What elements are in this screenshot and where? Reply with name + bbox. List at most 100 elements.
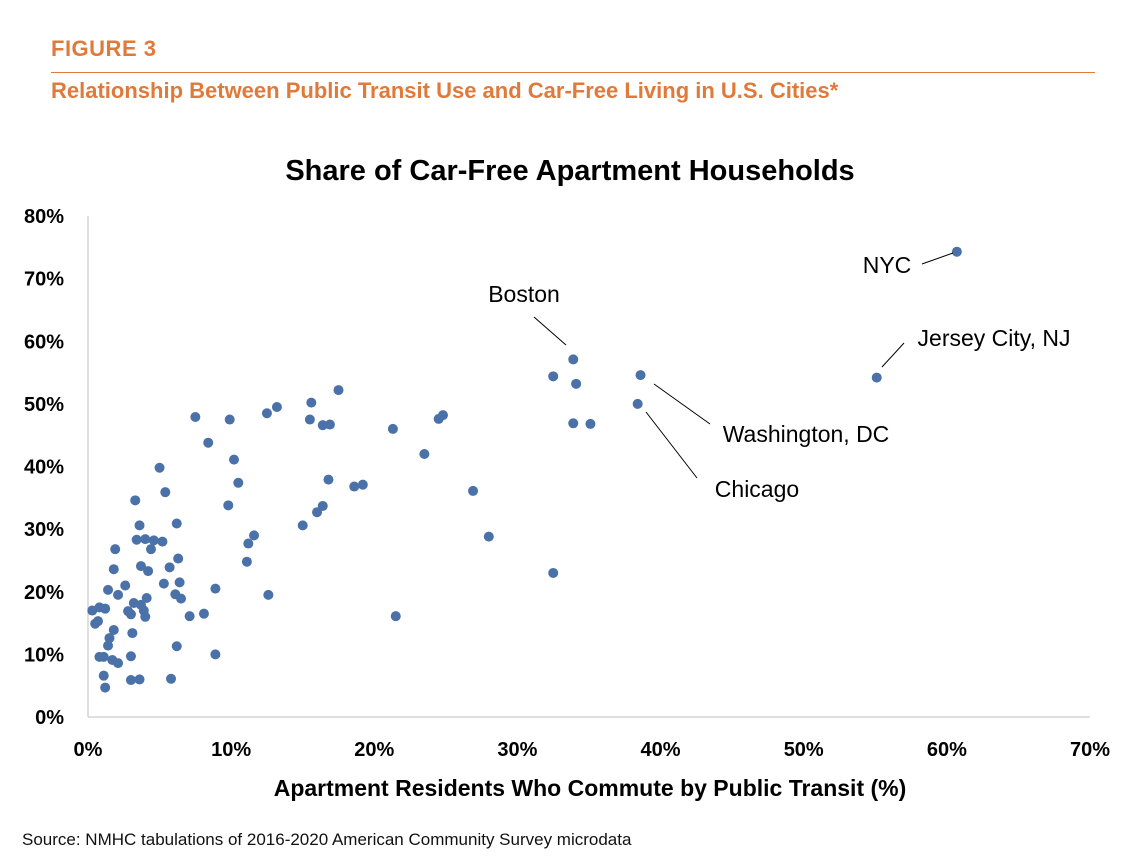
data-point [233, 477, 244, 488]
data-point [157, 536, 168, 547]
y-tick-label: 20% [24, 582, 64, 604]
data-point [306, 397, 317, 408]
data-point [166, 673, 177, 684]
annotation-label: Chicago [715, 476, 799, 502]
data-point [323, 474, 334, 485]
data-point [113, 658, 124, 669]
data-point [433, 413, 444, 424]
data-point [141, 593, 152, 604]
annotation-leader-line [533, 316, 567, 346]
data-point [871, 372, 882, 383]
data-point [125, 651, 136, 662]
x-axis-label: Apartment Residents Who Commute by Publi… [274, 775, 907, 801]
y-axis-ticks: 0% 10% 20% 30% 40% 50% 60% 70% 80% [24, 206, 64, 729]
city-annotations: NYC Boston Jersey City, NJ Washington, DC Ch… [488, 252, 1070, 502]
data-point [249, 530, 260, 541]
data-point [333, 385, 344, 396]
data-point [174, 577, 185, 588]
data-point [568, 354, 579, 365]
source-note: Source: NMHC tabulations of 2016-2020 Am… [22, 830, 632, 849]
data-point [390, 611, 401, 622]
data-point [229, 454, 240, 465]
data-point [548, 567, 559, 578]
annotation-label: Washington, DC [723, 421, 890, 447]
data-point [241, 556, 252, 567]
data-points [87, 246, 962, 693]
data-point [134, 520, 145, 531]
data-point [113, 589, 124, 600]
annotation-label: NYC [863, 252, 912, 278]
data-point [164, 562, 175, 573]
data-point [120, 580, 131, 591]
data-point [110, 544, 121, 555]
data-point [387, 423, 398, 434]
data-point [419, 448, 430, 459]
data-point [223, 500, 234, 511]
data-point [190, 412, 201, 423]
data-point [198, 608, 209, 619]
data-point [184, 611, 195, 622]
data-point [98, 651, 109, 662]
data-point [304, 414, 315, 425]
x-tick-label: 10% [211, 739, 251, 761]
data-point [143, 566, 154, 577]
data-point [483, 531, 494, 542]
data-point [297, 520, 308, 531]
data-point [585, 418, 596, 429]
data-point [125, 675, 136, 686]
data-point [104, 633, 115, 644]
x-tick-label: 70% [1070, 739, 1110, 761]
data-point [571, 378, 582, 389]
annotation-leader-line [881, 342, 905, 368]
data-point [243, 538, 254, 549]
data-point [210, 649, 221, 660]
data-point [145, 544, 156, 555]
y-tick-label: 80% [24, 206, 64, 228]
data-point [103, 640, 114, 651]
x-axis-ticks: 0% 10% 20% 30% 40% 50% 60% 70% [74, 739, 1111, 761]
data-point [349, 481, 360, 492]
data-point [103, 584, 114, 595]
y-tick-label: 40% [24, 457, 64, 479]
data-point [171, 641, 182, 652]
data-point [148, 535, 159, 546]
figure-divider [51, 72, 1095, 73]
y-tick-label: 30% [24, 519, 64, 541]
x-tick-label: 40% [641, 739, 681, 761]
y-tick-label: 10% [24, 644, 64, 666]
data-point [134, 674, 145, 685]
x-tick-label: 20% [354, 739, 394, 761]
data-point [548, 371, 559, 382]
x-tick-label: 60% [927, 739, 967, 761]
data-point [635, 370, 646, 381]
data-point [100, 682, 111, 693]
annotation-leader-line [653, 383, 711, 425]
x-tick-label: 0% [74, 739, 103, 761]
x-tick-label: 50% [784, 739, 824, 761]
data-point [210, 583, 221, 594]
data-point [951, 246, 962, 257]
chart-title: Share of Car-Free Apartment Households [285, 155, 854, 187]
data-point [170, 589, 181, 600]
y-tick-label: 50% [24, 394, 64, 416]
figure-title: Relationship Between Public Transit Use … [51, 78, 839, 103]
data-point [154, 462, 165, 473]
data-point [160, 487, 171, 498]
data-point [140, 611, 151, 622]
chart-axes [87, 216, 1090, 718]
data-point [632, 398, 643, 409]
annotation-leader-line [645, 411, 698, 479]
annotation-leader-line [921, 252, 954, 265]
data-point [203, 437, 214, 448]
data-point [263, 589, 274, 600]
data-point [324, 419, 335, 430]
data-point [568, 418, 579, 429]
data-point [171, 518, 182, 529]
data-point [108, 564, 119, 575]
data-point [224, 414, 235, 425]
data-point [93, 616, 104, 627]
data-point [98, 670, 109, 681]
data-point [271, 402, 282, 413]
annotation-label: Jersey City, NJ [918, 325, 1071, 351]
